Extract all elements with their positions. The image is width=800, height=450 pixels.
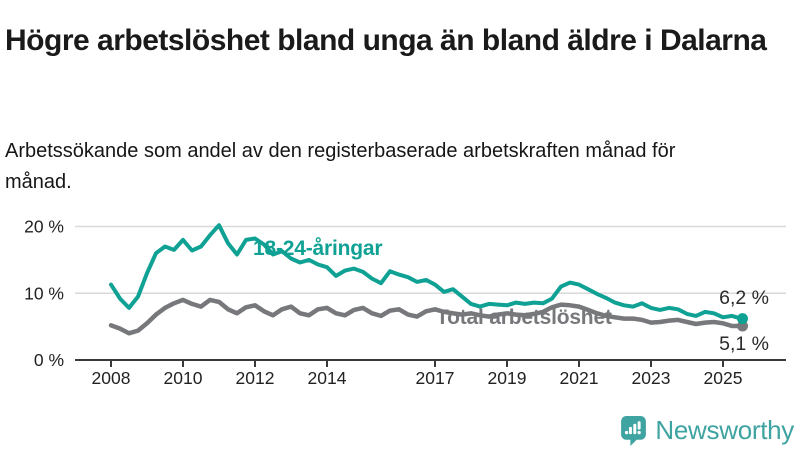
series-line-total — [108, 297, 744, 336]
chart-subtitle: Arbetssökande som andel av den registerb… — [5, 140, 676, 193]
end-value-label-total: 5,1 % — [719, 333, 769, 355]
page-title: Högre arbetslöshet bland unga än bland ä… — [5, 24, 767, 58]
x-tick-label-2014: 2014 — [308, 368, 347, 388]
brand-wordmark: Newsworthy — [655, 414, 794, 445]
newsworthy-bubble-chart-icon — [621, 415, 647, 446]
x-tick-label-2012: 2012 — [236, 368, 275, 388]
x-tick-label-2021: 2021 — [560, 368, 599, 388]
x-tick-label-2023: 2023 — [632, 368, 671, 388]
x-tick-label-2017: 2017 — [416, 368, 455, 388]
y-tick-label-0: 0 % — [34, 350, 64, 370]
y-tick-label-10: 10 % — [24, 283, 64, 303]
series-label-18-24: 18-24-åringar — [253, 237, 383, 260]
x-tick-label-2025: 2025 — [704, 368, 743, 388]
x-tick-label-2008: 2008 — [92, 368, 131, 388]
series-label-total: Total arbetslöshet — [436, 306, 612, 329]
x-tick-label-2010: 2010 — [164, 368, 203, 388]
x-tick-label-2019: 2019 — [488, 368, 527, 388]
y-tick-label-20: 20 % — [24, 217, 64, 237]
series-line-18-24 — [109, 223, 743, 321]
end-value-label-18-24: 6,2 % — [719, 287, 769, 309]
series-end-dot-18-24 — [737, 313, 748, 325]
newsworthy-logo[interactable]: Newsworthy — [620, 414, 794, 446]
